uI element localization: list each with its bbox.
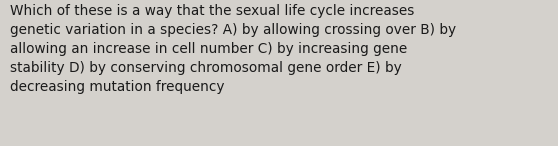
Text: Which of these is a way that the sexual life cycle increases
genetic variation i: Which of these is a way that the sexual … [10,4,456,94]
